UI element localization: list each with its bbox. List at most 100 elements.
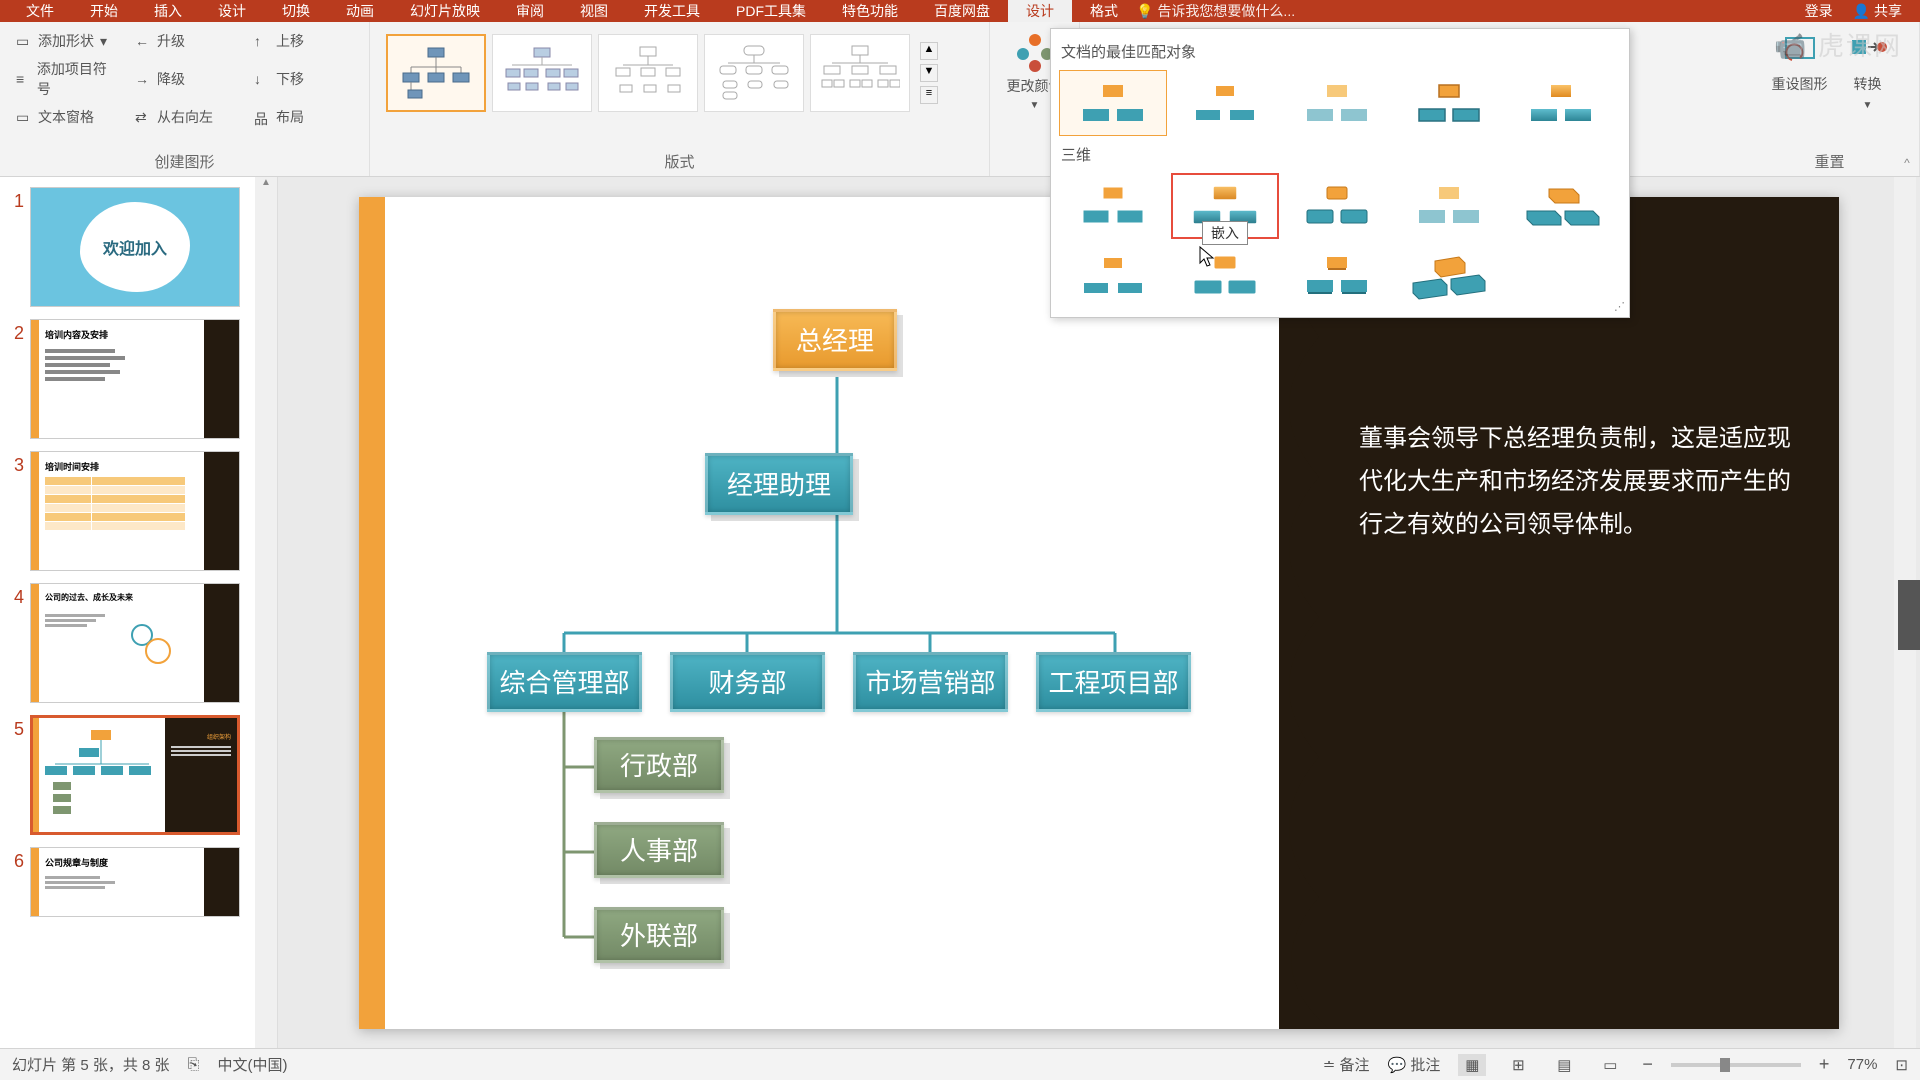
layout-button[interactable]: 品布局 (250, 104, 357, 130)
comments-button[interactable]: 💬 批注 (1387, 1054, 1440, 1075)
thumbnail-6[interactable]: 6 公司规章与制度 (0, 841, 277, 923)
style-3d-5[interactable] (1507, 173, 1615, 239)
style-3d-1[interactable] (1059, 173, 1167, 239)
style-3d-8[interactable] (1283, 243, 1391, 309)
tab-file[interactable]: 文件 (8, 0, 72, 23)
style-3d-6[interactable] (1059, 243, 1167, 309)
layout-option-2[interactable] (492, 34, 592, 112)
add-shape-button[interactable]: ▭添加形状 ▾ (12, 28, 119, 54)
accessibility-check-icon[interactable]: ⎘ (188, 1056, 200, 1073)
thumbnail-3[interactable]: 3 培训时间安排 (0, 445, 277, 577)
share-button[interactable]: 👤 共享 (1843, 0, 1912, 23)
layout-scroll-down[interactable]: ▼ (920, 64, 938, 82)
arrow-right-icon: → (135, 71, 151, 87)
color-palette-icon (1015, 32, 1055, 72)
status-bar: 幻灯片 第 5 张，共 8 张 ⎘ 中文(中国) ≐ 备注 💬 批注 ▦ ⊞ ▤… (0, 1048, 1920, 1080)
layout-more[interactable]: ≡ (920, 86, 938, 104)
layout-option-4[interactable] (704, 34, 804, 112)
slide-canvas[interactable]: 董事会领导下总经理负责制，这是适应现代化大生产和市场经济发展要求而产生的行之有效… (359, 197, 1839, 1029)
org-node-assistant[interactable]: 经理助理 (705, 453, 853, 515)
style-flat-3[interactable] (1283, 70, 1391, 136)
normal-view-button[interactable]: ▦ (1458, 1054, 1486, 1076)
text-pane-icon: ▭ (16, 109, 32, 125)
add-bullet-button[interactable]: ≡添加项目符号 (12, 56, 119, 102)
org-node-sub1[interactable]: 行政部 (594, 737, 724, 793)
tab-view[interactable]: 视图 (562, 0, 626, 23)
zoom-percentage[interactable]: 77% (1847, 1056, 1877, 1073)
demote-button[interactable]: →降级 (131, 56, 238, 102)
style-3d-7[interactable] (1171, 243, 1279, 309)
gallery-resize-grip[interactable]: ⋰ (1614, 300, 1625, 313)
right-collapse-tab[interactable] (1898, 580, 1920, 650)
tell-me-search[interactable]: 💡 告诉我您想要做什么... (1136, 1, 1295, 21)
style-flat-1[interactable] (1059, 70, 1167, 136)
reading-view-button[interactable]: ▤ (1550, 1054, 1578, 1076)
tab-animation[interactable]: 动画 (328, 0, 392, 23)
org-node-dept2[interactable]: 财务部 (670, 652, 825, 712)
tab-special[interactable]: 特色功能 (824, 0, 916, 23)
thumbnail-scrollbar[interactable]: ▲ (255, 177, 277, 1048)
tab-transition[interactable]: 切换 (264, 0, 328, 23)
layout-option-5[interactable] (810, 34, 910, 112)
slide-accent-bar (359, 197, 385, 1029)
layout-scroll-up[interactable]: ▲ (920, 42, 938, 60)
create-graphic-label: 创建图形 (0, 151, 369, 172)
slide-counter[interactable]: 幻灯片 第 5 张，共 8 张 (12, 1054, 170, 1075)
tab-smartart-design[interactable]: 设计 (1008, 0, 1072, 23)
slideshow-view-button[interactable]: ▭ (1596, 1054, 1624, 1076)
notes-button[interactable]: ≐ 备注 (1323, 1054, 1370, 1075)
style-tooltip: 嵌入 (1202, 221, 1248, 245)
org-node-sub2[interactable]: 人事部 (594, 822, 724, 878)
style-flat-4[interactable] (1395, 70, 1503, 136)
move-up-button[interactable]: ↑上移 (250, 28, 357, 54)
layouts-label: 版式 (370, 151, 989, 172)
zoom-slider[interactable] (1671, 1063, 1801, 1067)
fit-to-window-button[interactable]: ⊡ (1895, 1056, 1908, 1074)
tab-slideshow[interactable]: 幻灯片放映 (392, 0, 498, 23)
thumbnail-1[interactable]: 1 欢迎加入 (0, 181, 277, 313)
arrow-up-icon: ↑ (254, 33, 270, 49)
org-node-dept4[interactable]: 工程项目部 (1036, 652, 1191, 712)
rtl-button[interactable]: ⇄从右向左 (131, 104, 238, 130)
language-indicator[interactable]: 中文(中国) (218, 1054, 288, 1075)
style-3d-9[interactable] (1395, 243, 1503, 309)
tab-review[interactable]: 审阅 (498, 0, 562, 23)
tab-devtools[interactable]: 开发工具 (626, 0, 718, 23)
collapse-ribbon-button[interactable]: ^ (1898, 156, 1916, 174)
layouts-group: ▲ ▼ ≡ 版式 (370, 22, 990, 176)
tab-format[interactable]: 格式 (1072, 0, 1136, 23)
layout-option-1[interactable] (386, 34, 486, 112)
tab-insert[interactable]: 插入 (136, 0, 200, 23)
login-button[interactable]: 登录 (1795, 0, 1843, 23)
tab-home[interactable]: 开始 (72, 0, 136, 23)
slide-body-text[interactable]: 董事会领导下总经理负责制，这是适应现代化大生产和市场经济发展要求而产生的行之有效… (1359, 417, 1799, 547)
org-node-sub3[interactable]: 外联部 (594, 907, 724, 963)
style-flat-2[interactable] (1171, 70, 1279, 136)
layout-option-3[interactable] (598, 34, 698, 112)
style-3d-4[interactable] (1395, 173, 1503, 239)
org-node-ceo[interactable]: 总经理 (773, 309, 897, 371)
layout-icon: 品 (254, 109, 270, 125)
add-shape-icon: ▭ (16, 33, 32, 49)
org-node-dept3[interactable]: 市场营销部 (853, 652, 1008, 712)
text-pane-button[interactable]: ▭文本窗格 (12, 104, 119, 130)
style-3d-2-embedded[interactable]: 嵌入 (1171, 173, 1279, 239)
three-d-label: 三维 (1057, 138, 1623, 171)
watermark: 📹 虎课网 (1774, 26, 1902, 63)
zoom-in-button[interactable]: + (1819, 1054, 1830, 1075)
tab-baidu[interactable]: 百度网盘 (916, 0, 1008, 23)
style-3d-3[interactable] (1283, 173, 1391, 239)
thumbnail-4[interactable]: 4 公司的过去、成长及未来 (0, 577, 277, 709)
sorter-view-button[interactable]: ⊞ (1504, 1054, 1532, 1076)
thumbnail-2[interactable]: 2 培训内容及安排 (0, 313, 277, 445)
slide-thumbnails-panel: 1 欢迎加入 2 培训内容及安排 3 培 (0, 177, 278, 1048)
thumbnail-5[interactable]: 5 组织架构 (0, 709, 277, 841)
move-down-button[interactable]: ↓下移 (250, 56, 357, 102)
style-flat-5[interactable] (1507, 70, 1615, 136)
org-node-dept1[interactable]: 综合管理部 (487, 652, 642, 712)
tab-pdf[interactable]: PDF工具集 (718, 0, 824, 23)
tab-design[interactable]: 设计 (200, 0, 264, 23)
promote-button[interactable]: ←升级 (131, 28, 238, 54)
zoom-out-button[interactable]: − (1642, 1054, 1653, 1075)
org-chart[interactable]: 总经理 经理助理 综合管理部 财务部 市场营销部 工程项目部 行政部 人事部 外… (479, 287, 1279, 987)
